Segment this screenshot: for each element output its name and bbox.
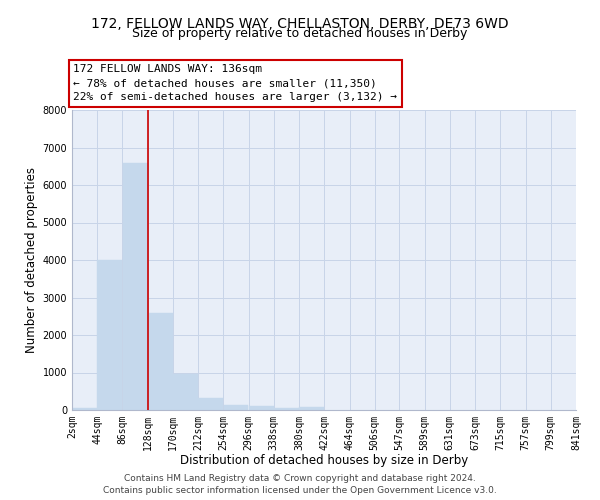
Bar bbox=[173, 374, 198, 410]
Bar bbox=[299, 408, 324, 410]
Bar bbox=[224, 405, 248, 410]
Bar bbox=[249, 406, 274, 410]
Text: Size of property relative to detached houses in Derby: Size of property relative to detached ho… bbox=[133, 28, 467, 40]
Text: 172 FELLOW LANDS WAY: 136sqm
← 78% of detached houses are smaller (11,350)
22% o: 172 FELLOW LANDS WAY: 136sqm ← 78% of de… bbox=[73, 64, 397, 102]
Bar bbox=[148, 312, 173, 410]
Bar bbox=[72, 408, 97, 410]
Text: 172, FELLOW LANDS WAY, CHELLASTON, DERBY, DE73 6WD: 172, FELLOW LANDS WAY, CHELLASTON, DERBY… bbox=[91, 18, 509, 32]
X-axis label: Distribution of detached houses by size in Derby: Distribution of detached houses by size … bbox=[180, 454, 468, 468]
Bar bbox=[97, 260, 122, 410]
Y-axis label: Number of detached properties: Number of detached properties bbox=[25, 167, 38, 353]
Bar bbox=[122, 162, 148, 410]
Bar bbox=[199, 398, 223, 410]
Text: Contains HM Land Registry data © Crown copyright and database right 2024.
Contai: Contains HM Land Registry data © Crown c… bbox=[103, 474, 497, 495]
Bar bbox=[274, 408, 299, 410]
